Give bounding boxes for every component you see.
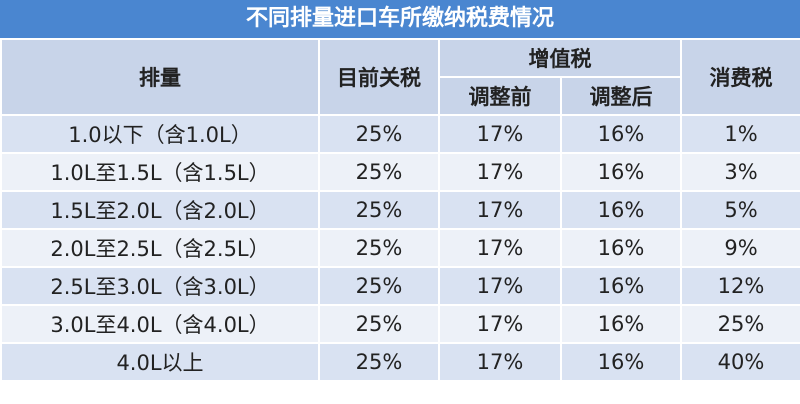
- data-cell: 16%: [560, 152, 682, 192]
- header-cell: 消费税: [680, 38, 800, 116]
- data-cell: 12%: [680, 266, 800, 306]
- data-cell: 17%: [438, 114, 562, 154]
- data-cell: 1.0以下（含1.0L）: [0, 114, 320, 154]
- data-cell: 25%: [318, 304, 440, 344]
- data-cell: 17%: [438, 266, 562, 306]
- data-cell: 4.0L以上: [0, 342, 320, 382]
- data-cell: 3%: [680, 152, 800, 192]
- data-cell: 25%: [318, 266, 440, 306]
- data-cell: 9%: [680, 228, 800, 268]
- data-cell: 40%: [680, 342, 800, 382]
- data-row: 2.0L至2.5L（含2.5L） 25% 17% 16% 9%: [0, 228, 800, 268]
- header-row: 调整前 调整后: [1, 76, 800, 116]
- data-cell: 2.0L至2.5L（含2.5L）: [0, 228, 320, 268]
- data-cell: 2.5L至3.0L（含3.0L）: [0, 266, 320, 306]
- data-cell: 25%: [318, 228, 440, 268]
- data-cell: 25%: [318, 342, 440, 382]
- data-cell: 25%: [318, 190, 440, 230]
- data-cell: 25%: [318, 114, 440, 154]
- data-cell: 17%: [438, 304, 562, 344]
- data-cell: 17%: [438, 228, 562, 268]
- header-cell: 排量: [0, 38, 320, 116]
- data-cell: 1.0L至1.5L（含1.5L）: [0, 152, 320, 192]
- data-cell: 1.5L至2.0L（含2.0L）: [0, 190, 320, 230]
- data-cell: 16%: [560, 304, 682, 344]
- data-cell: 16%: [560, 228, 682, 268]
- data-cell: 5%: [680, 190, 800, 230]
- data-row: 3.0L至4.0L（含4.0L） 25% 17% 16% 25%: [0, 304, 800, 344]
- data-cell: 16%: [560, 342, 682, 382]
- data-row: 2.5L至3.0L（含3.0L） 25% 17% 16% 12%: [0, 266, 800, 306]
- data-cell: 17%: [438, 190, 562, 230]
- data-row: 1.0以下（含1.0L） 25% 17% 16% 1%: [0, 114, 800, 154]
- header-cell: 增值税: [438, 38, 682, 78]
- data-cell: 1%: [680, 114, 800, 154]
- header-cell: 调整后: [560, 76, 682, 116]
- tax-table: 排量 目前关税 增值税 消费税 调整前 调整后 1.0以下（含1.0L） 25% 1…: [0, 38, 800, 382]
- data-cell: 16%: [560, 190, 682, 230]
- header-cell: 目前关税: [318, 38, 440, 116]
- data-cell: 17%: [438, 152, 562, 192]
- data-cell: 25%: [680, 304, 800, 344]
- data-cell: 3.0L至4.0L（含4.0L）: [0, 304, 320, 344]
- table-title: 不同排量进口车所缴纳税费情况: [0, 0, 800, 38]
- header-cell: 调整前: [438, 76, 562, 116]
- data-cell: 25%: [318, 152, 440, 192]
- data-row: 4.0L以上 25% 17% 16% 40%: [0, 342, 800, 382]
- header-row: 排量 目前关税 增值税 消费税: [0, 38, 800, 116]
- data-cell: 16%: [560, 266, 682, 306]
- data-cell: 17%: [438, 342, 562, 382]
- data-cell: 16%: [560, 114, 682, 154]
- data-row: 1.5L至2.0L（含2.0L） 25% 17% 16% 5%: [0, 190, 800, 230]
- data-row: 1.0L至1.5L（含1.5L） 25% 17% 16% 3%: [0, 152, 800, 192]
